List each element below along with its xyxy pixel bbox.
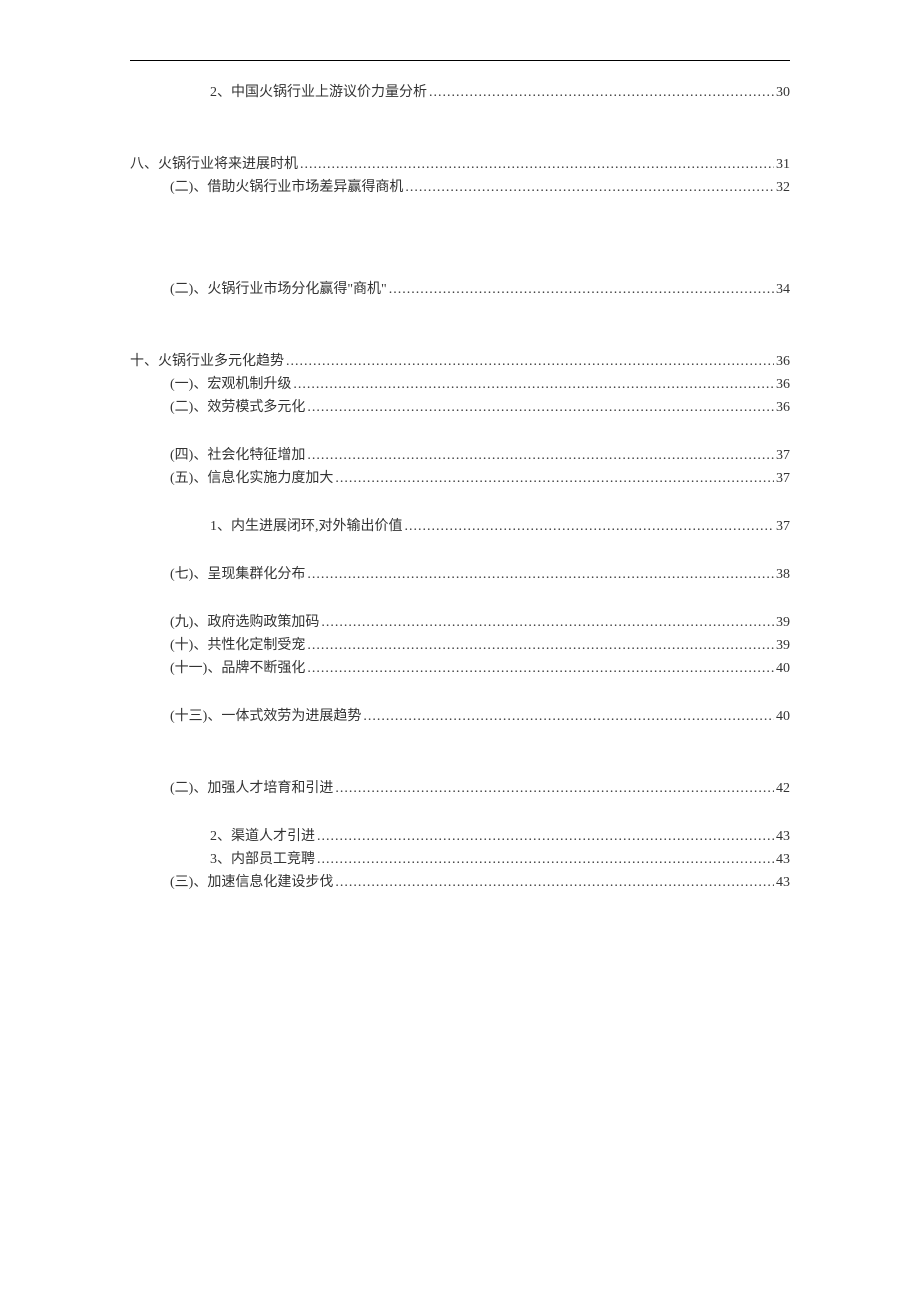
toc-entry-page: 37 <box>774 519 790 535</box>
toc-entry-label: (四)、社会化特征增加 <box>170 444 307 464</box>
toc-entry-page: 34 <box>774 282 790 298</box>
toc-entry-label: 1、内生进展闭环,对外输出价值 <box>210 515 405 535</box>
toc-entry-label: (七)、呈现集群化分布 <box>170 563 307 583</box>
toc-entry: 2、中国火锅行业上游议价力量分析 30 <box>210 81 790 101</box>
toc-entry-label: 3、内部员工竞聘 <box>210 848 317 868</box>
vertical-gap <box>130 680 790 702</box>
toc-entry-page: 40 <box>774 709 790 725</box>
toc-leader-dots <box>363 709 774 725</box>
toc-entry-page: 38 <box>774 567 790 583</box>
toc-leader-dots <box>300 157 774 173</box>
toc-entry-page: 36 <box>774 377 790 393</box>
toc-entry: 十、火锅行业多元化趋势 36 <box>130 350 790 370</box>
toc-entry-label: (二)、借助火锅行业市场差异赢得商机 <box>170 176 405 196</box>
toc-entry: 1、内生进展闭环,对外输出价值 37 <box>210 515 790 535</box>
document-page: 2、中国火锅行业上游议价力量分析 30 八、火锅行业将来进展时机 31 (二)、借助火锅… <box>0 0 920 954</box>
toc-entry: (五)、信息化实施力度加大 37 <box>170 467 790 487</box>
toc-entry-label: (二)、加强人才培育和引进 <box>170 777 335 797</box>
toc-entry-page: 31 <box>774 157 790 173</box>
toc-entry-label: (十)、共性化定制受宠 <box>170 634 307 654</box>
toc-leader-dots <box>307 661 774 677</box>
toc-entry: (二)、火锅行业市场分化赢得"商机" 34 <box>170 278 790 298</box>
toc-leader-dots <box>307 400 774 416</box>
toc-leader-dots <box>321 615 774 631</box>
toc-leader-dots <box>307 638 774 654</box>
toc-entry-page: 36 <box>774 354 790 370</box>
toc-entry: (三)、加速信息化建设步伐 43 <box>170 871 790 891</box>
table-of-contents: 2、中国火锅行业上游议价力量分析 30 八、火锅行业将来进展时机 31 (二)、借助火锅… <box>130 81 790 891</box>
toc-leader-dots <box>293 377 774 393</box>
toc-entry: (十)、共性化定制受宠 39 <box>170 634 790 654</box>
toc-entry-page: 43 <box>774 852 790 868</box>
toc-leader-dots <box>389 282 774 298</box>
vertical-gap <box>130 199 790 275</box>
toc-entry-label: 2、渠道人才引进 <box>210 825 317 845</box>
toc-leader-dots <box>307 567 774 583</box>
vertical-gap <box>130 490 790 512</box>
toc-entry: (十一)、品牌不断强化 40 <box>170 657 790 677</box>
toc-entry-label: (十一)、品牌不断强化 <box>170 657 307 677</box>
vertical-gap <box>130 538 790 560</box>
toc-entry-label: 十、火锅行业多元化趋势 <box>130 350 286 370</box>
vertical-gap <box>130 104 790 150</box>
toc-entry: 八、火锅行业将来进展时机 31 <box>130 153 790 173</box>
toc-leader-dots <box>286 354 774 370</box>
toc-entry-page: 40 <box>774 661 790 677</box>
toc-entry-page: 37 <box>774 448 790 464</box>
toc-entry-label: (九)、政府选购政策加码 <box>170 611 321 631</box>
toc-entry-page: 39 <box>774 638 790 654</box>
header-rule <box>130 60 790 61</box>
toc-entry: (二)、借助火锅行业市场差异赢得商机 32 <box>170 176 790 196</box>
toc-leader-dots <box>317 852 774 868</box>
vertical-gap <box>130 419 790 441</box>
toc-entry-label: (二)、效劳模式多元化 <box>170 396 307 416</box>
toc-entry: (一)、宏观机制升级 36 <box>170 373 790 393</box>
vertical-gap <box>130 800 790 822</box>
toc-entry-label: 八、火锅行业将来进展时机 <box>130 153 300 173</box>
vertical-gap <box>130 586 790 608</box>
toc-entry-page: 42 <box>774 781 790 797</box>
toc-entry-label: (三)、加速信息化建设步伐 <box>170 871 335 891</box>
toc-entry-page: 30 <box>774 85 790 101</box>
toc-entry-page: 39 <box>774 615 790 631</box>
toc-entry-label: (二)、火锅行业市场分化赢得"商机" <box>170 278 389 298</box>
toc-leader-dots <box>335 875 774 891</box>
toc-entry: (二)、效劳模式多元化 36 <box>170 396 790 416</box>
toc-entry: (十三)、一体式效劳为进展趋势 40 <box>170 705 790 725</box>
toc-entry: (二)、加强人才培育和引进 42 <box>170 777 790 797</box>
toc-entry-label: (五)、信息化实施力度加大 <box>170 467 335 487</box>
toc-entry: (七)、呈现集群化分布 38 <box>170 563 790 583</box>
toc-entry: 3、内部员工竞聘 43 <box>210 848 790 868</box>
toc-entry-page: 36 <box>774 400 790 416</box>
toc-entry-label: (一)、宏观机制升级 <box>170 373 293 393</box>
toc-leader-dots <box>405 519 775 535</box>
toc-entry-label: (十三)、一体式效劳为进展趋势 <box>170 705 363 725</box>
toc-leader-dots <box>335 471 774 487</box>
toc-entry: (四)、社会化特征增加 37 <box>170 444 790 464</box>
toc-leader-dots <box>429 85 774 101</box>
vertical-gap <box>130 301 790 347</box>
toc-entry: (九)、政府选购政策加码 39 <box>170 611 790 631</box>
toc-entry-label: 2、中国火锅行业上游议价力量分析 <box>210 81 429 101</box>
toc-entry-page: 37 <box>774 471 790 487</box>
toc-leader-dots <box>335 781 774 797</box>
toc-leader-dots <box>307 448 774 464</box>
toc-entry-page: 32 <box>774 180 790 196</box>
toc-entry: 2、渠道人才引进 43 <box>210 825 790 845</box>
toc-leader-dots <box>317 829 774 845</box>
vertical-gap <box>130 728 790 774</box>
toc-entry-page: 43 <box>774 875 790 891</box>
toc-entry-page: 43 <box>774 829 790 845</box>
toc-leader-dots <box>405 180 774 196</box>
